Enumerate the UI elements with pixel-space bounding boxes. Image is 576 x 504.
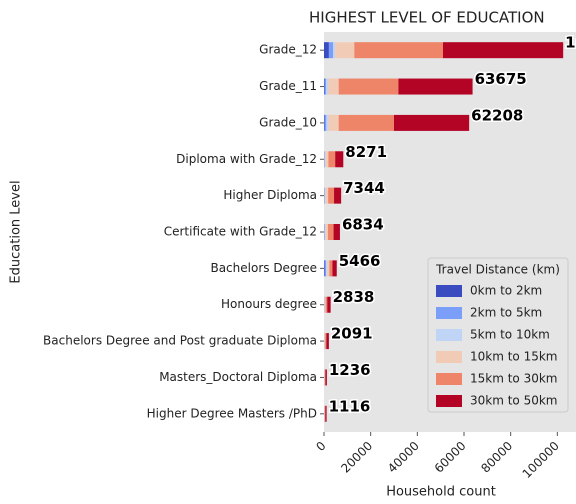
y-tick-label: Higher Diploma	[223, 188, 317, 202]
bar-segment	[326, 333, 329, 350]
y-tick-label: Honours degree	[221, 297, 317, 311]
bar-segment	[328, 114, 339, 131]
x-tick-label: 40000	[385, 439, 422, 476]
bar-segment	[327, 260, 330, 277]
legend-label: 2km to 5km	[470, 306, 542, 320]
legend-swatch	[436, 351, 462, 363]
bar-segment	[398, 78, 473, 95]
bar-segment	[324, 78, 327, 95]
bar-segment	[335, 42, 355, 59]
bar-segment	[325, 369, 327, 386]
bar-segment	[324, 78, 325, 95]
bar-segment	[328, 78, 339, 95]
y-tick-label: Grade_12	[259, 43, 317, 57]
bar-segment	[335, 151, 344, 168]
bar-segment	[329, 260, 333, 277]
legend-swatch	[436, 285, 462, 297]
bar-segment	[324, 42, 329, 59]
bar-segment	[325, 333, 327, 350]
legend-title: Travel Distance (km)	[435, 263, 560, 277]
bar-segment	[325, 151, 329, 168]
legend-swatch	[436, 373, 462, 385]
bar-label: 1236	[329, 361, 371, 379]
y-tick-label: Certificate with Grade_12	[164, 225, 317, 239]
legend-label: 10km to 15km	[470, 350, 558, 364]
legend-swatch	[436, 307, 462, 319]
bar-segment	[325, 187, 329, 204]
bar-segment	[324, 151, 326, 168]
bar-segment	[326, 260, 328, 277]
bar-segment	[324, 187, 326, 204]
bar-segment	[338, 114, 394, 131]
bar-segment	[443, 42, 564, 59]
y-tick-label: Higher Degree Masters /PhD	[147, 406, 317, 420]
bar-segment	[328, 151, 336, 168]
legend-box	[427, 257, 569, 413]
x-tick-label: 0	[313, 439, 328, 454]
bar-segment	[327, 224, 334, 240]
x-tick-label: 20000	[338, 439, 375, 476]
bar-label: 62208	[471, 106, 523, 124]
legend-swatch	[436, 329, 462, 341]
bar-segment	[338, 78, 399, 95]
x-tick-label: 100000	[520, 439, 562, 481]
bar-segment	[324, 260, 325, 277]
bar-segment	[354, 42, 443, 59]
y-tick-label: Bachelors Degree and Post graduate Diplo…	[43, 334, 317, 348]
bar-segment	[328, 42, 334, 59]
legend-label: 0km to 2km	[470, 284, 542, 298]
bar-segment	[326, 78, 329, 95]
bar-segment	[328, 187, 335, 204]
bar-segment	[325, 224, 328, 240]
bar-segment	[334, 187, 342, 204]
bar-label: 63675	[475, 70, 527, 88]
bar-segment	[327, 296, 331, 313]
bar-segment	[324, 114, 327, 131]
x-axis-label: Household count	[386, 485, 496, 500]
bar-label: 102507	[565, 34, 576, 52]
bar-label: 2838	[333, 288, 375, 306]
bar-label: 6834	[342, 216, 384, 234]
bar-label: 7344	[343, 179, 385, 197]
y-tick-label: Grade_11	[259, 79, 317, 93]
x-tick-label: 60000	[432, 439, 469, 476]
chart-title: HIGHEST LEVEL OF EDUCATION	[309, 9, 545, 27]
legend-label: 5km to 10km	[470, 328, 550, 342]
bar-segment	[324, 369, 326, 386]
x-tick-label: 80000	[478, 439, 515, 476]
bar-segment	[325, 405, 327, 422]
bar-segment	[324, 296, 326, 313]
bar-segment	[333, 224, 340, 240]
bar-segment	[324, 405, 326, 422]
bar-segment	[325, 296, 328, 313]
bar-label: 2091	[331, 325, 373, 343]
bar-segment	[394, 114, 470, 131]
bar-segment	[324, 224, 326, 240]
bar-segment	[324, 333, 326, 350]
y-axis-label: Education Level	[9, 180, 24, 283]
bar-segment	[326, 114, 329, 131]
bar-segment	[333, 42, 336, 59]
bar-label: 8271	[345, 143, 387, 161]
legend-label: 30km to 50km	[470, 394, 558, 408]
bar-segment	[324, 260, 327, 277]
y-tick-label: Grade_10	[259, 115, 317, 129]
bar-label: 1116	[329, 397, 371, 415]
y-tick-label: Bachelors Degree	[210, 261, 317, 275]
legend-label: 15km to 30km	[470, 372, 558, 386]
bar-segment	[324, 114, 325, 131]
y-tick-label: Masters_Doctoral Diploma	[159, 370, 317, 384]
bar-segment	[332, 260, 337, 277]
legend-swatch	[436, 395, 462, 407]
bar-label: 5466	[339, 252, 381, 270]
y-tick-label: Diploma with Grade_12	[176, 152, 317, 166]
